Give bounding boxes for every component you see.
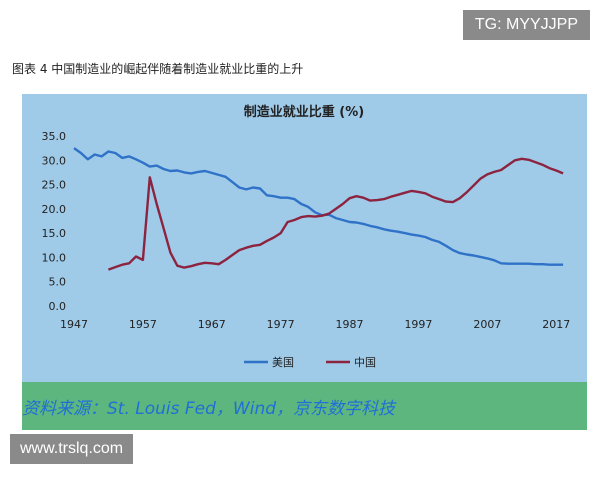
y-tick-label: 10.0: [42, 251, 67, 264]
legend-item-us: 美国: [244, 356, 294, 369]
figure-caption: 图表 4 中国制造业的崛起伴随着制造业就业比重的上升: [12, 62, 304, 76]
x-tick-label: 1977: [267, 318, 295, 331]
us-series-line: [73, 147, 564, 266]
x-tick-label: 1947: [60, 318, 88, 331]
y-tick-label: 20.0: [42, 203, 67, 216]
legend-label: 中国: [354, 356, 376, 369]
x-tick-label: 2007: [473, 318, 501, 331]
watermark-badge-bottom: www.trslq.com: [10, 434, 134, 464]
x-tick-label: 2017: [542, 318, 570, 331]
x-tick-label: 1957: [129, 318, 157, 331]
chart-title: 制造业就业比重 (%): [244, 104, 364, 120]
y-tick-label: 25.0: [42, 179, 67, 192]
chart-background: 制造业就业比重 (%) 35.0 30.0 25.0 20.0 15.0 10.0 5.0 0…: [22, 94, 587, 382]
watermark-badge-top: TG: MYYJJPP: [462, 10, 590, 40]
y-tick-label: 0.0: [49, 300, 67, 313]
x-tick-label: 1967: [198, 318, 226, 331]
china-series-line: [107, 157, 564, 271]
y-tick-label: 15.0: [42, 227, 67, 240]
source-note: 资料来源：St. Louis Fed，Wind，京东数字科技: [22, 399, 396, 419]
legend-label: 美国: [272, 356, 294, 369]
y-tick-label: 5.0: [49, 276, 67, 289]
y-tick-label: 35.0: [42, 130, 67, 143]
y-tick-label: 30.0: [42, 154, 67, 167]
chart-frame: 制造业就业比重 (%) 35.0 30.0 25.0 20.0 15.0 10.0 5.0 0…: [22, 94, 587, 430]
legend-item-china: 中国: [326, 356, 376, 369]
line-chart: 制造业就业比重 (%) 35.0 30.0 25.0 20.0 15.0 10.0 5.0 0…: [42, 104, 571, 369]
x-tick-label: 1997: [404, 318, 432, 331]
x-tick-label: 1987: [336, 318, 364, 331]
